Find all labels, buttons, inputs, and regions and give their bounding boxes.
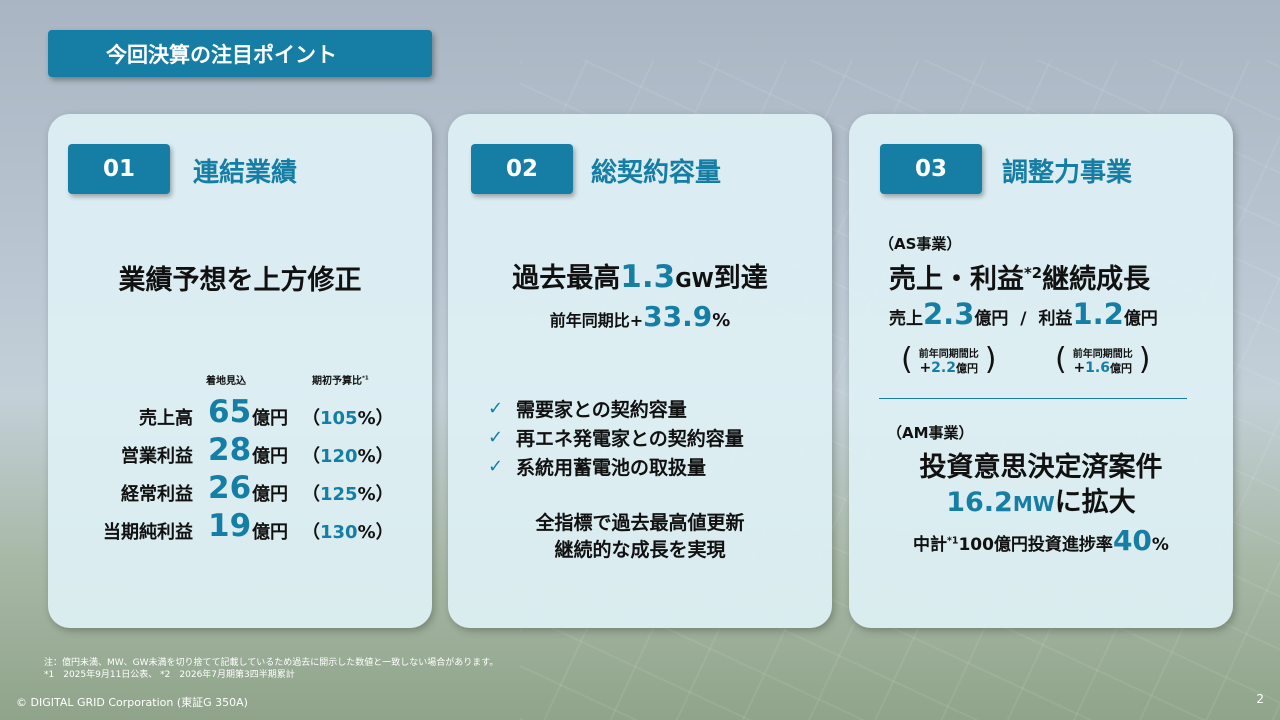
card-title: 総契約容量 [591, 158, 722, 188]
row-unit: 億円 [252, 522, 288, 543]
am-capacity: 16.2MWに拡大 [946, 487, 1136, 518]
card-headline: 業績予想を上方修正 [118, 265, 362, 296]
row-label: 経常利益 [121, 484, 193, 505]
card-consolidated-results: 01 連結業績 業績予想を上方修正 着地見込 期初予算比*1 売上高 65 億円… [48, 114, 432, 628]
checkmark-icon: ✓ [488, 456, 504, 477]
yoy-growth: 前年同期比+33.9% [549, 300, 731, 333]
row-value: 28 [208, 432, 252, 468]
conclusion-text: 全指標で過去最高値更新 継続的な成長を実現 [535, 512, 745, 561]
row-ratio: （105%） [302, 408, 394, 429]
sales-yoy: ( 前年同期間比 +2.2億円 ) [901, 342, 997, 377]
am-business-label: （AM事業） [887, 424, 974, 442]
row-label: 売上高 [139, 408, 193, 429]
row-ratio: （120%） [302, 446, 394, 467]
check-list: ✓ 需要家との契約容量 ✓ 再エネ発電家との契約容量 ✓ 系統用蓄電池の取扱量 [488, 394, 744, 481]
row-ratio: （125%） [302, 484, 394, 505]
list-item: ✓ 需要家との契約容量 [488, 398, 687, 421]
card-title: 調整力事業 [1002, 158, 1133, 188]
checkmark-icon: ✓ [488, 427, 504, 448]
card-total-contract-capacity: 02 総契約容量 過去最高1.3GW到達 前年同期比+33.9% ✓ 需要家との契… [448, 114, 832, 628]
page-title: 今回決算の注目ポイント [48, 30, 432, 77]
section-divider [879, 398, 1187, 399]
list-item: ✓ 再エネ発電家との契約容量 [488, 427, 744, 450]
footnote-references: *1 2025年9月11日公表、 *2 2026年7月期第3四半期累計 [44, 670, 295, 680]
col-header-ratio: 期初予算比*1 [312, 375, 369, 387]
card-number-badge: 01 [68, 144, 170, 194]
row-value: 65 [208, 394, 252, 430]
row-value: 19 [208, 508, 252, 544]
as-sales-profit: 売上2.3億円 / 利益1.2億円 [889, 297, 1158, 331]
card-title: 連結業績 [193, 158, 298, 188]
list-item: ✓ 系統用蓄電池の取扱量 [488, 456, 707, 479]
table-row: 当期純利益 19 億円 （130%） [48, 508, 432, 546]
card-headline: 過去最高1.3GW到達 [512, 259, 768, 295]
copyright: © DIGITAL GRID Corporation (東証G 350A) [16, 696, 248, 709]
card-balancing-business: 03 調整力事業 （AS事業） 売上・利益*2継続成長 売上2.3億円 / 利益… [849, 114, 1233, 628]
row-unit: 億円 [252, 484, 288, 505]
footnote-disclaimer: 注：億円未満、MW、GW未満を切り捨てて記載しているため過去に開示した数値と一致… [44, 658, 499, 668]
table-row: 売上高 65 億円 （105%） [48, 394, 432, 432]
investment-progress: 中計*1100億円投資進捗率40% [913, 524, 1169, 557]
row-unit: 億円 [252, 408, 288, 429]
profit-yoy: ( 前年同期間比 +1.6億円 ) [1055, 342, 1151, 377]
as-business-label: （AS事業） [879, 235, 962, 253]
row-unit: 億円 [252, 446, 288, 467]
as-headline: 売上・利益*2継続成長 [889, 264, 1151, 295]
row-ratio: （130%） [302, 522, 394, 543]
row-value: 26 [208, 470, 252, 506]
col-header-forecast: 着地見込 [206, 376, 246, 387]
card-number-badge: 03 [880, 144, 982, 194]
table-row: 営業利益 28 億円 （120%） [48, 432, 432, 470]
page-number: 2 [1256, 692, 1264, 706]
table-row: 経常利益 26 億円 （125%） [48, 470, 432, 508]
row-label: 当期純利益 [103, 522, 193, 543]
card-number-badge: 02 [471, 144, 573, 194]
row-label: 営業利益 [121, 446, 193, 467]
am-headline: 投資意思決定済案件 [919, 452, 1163, 483]
checkmark-icon: ✓ [488, 398, 504, 419]
